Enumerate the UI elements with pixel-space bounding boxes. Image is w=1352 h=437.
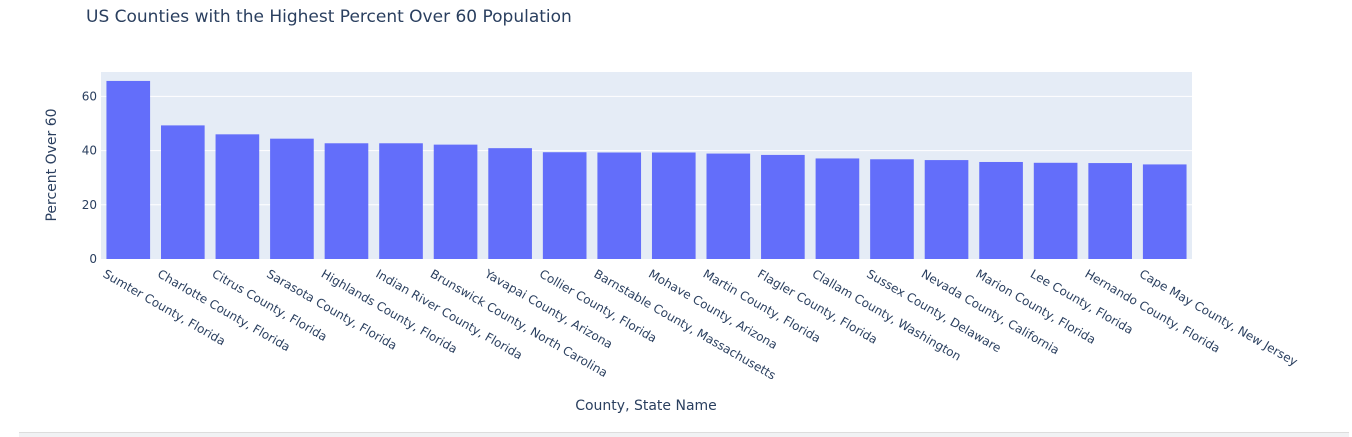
bars: [106, 80, 1187, 259]
bar[interactable]: [324, 143, 369, 259]
y-tick-label: 40: [82, 144, 97, 158]
bottom-strip: [19, 432, 1349, 437]
plot-area: [101, 72, 1192, 259]
bar[interactable]: [870, 159, 914, 259]
bar[interactable]: [597, 152, 642, 259]
y-tick-label: 0: [89, 252, 97, 266]
y-tick-label: 20: [82, 198, 97, 212]
bar[interactable]: [379, 143, 423, 259]
bar[interactable]: [1033, 162, 1078, 259]
x-axis-title: County, State Name: [575, 398, 717, 414]
bar[interactable]: [488, 148, 532, 259]
bar[interactable]: [815, 158, 860, 259]
bar[interactable]: [1088, 163, 1132, 259]
y-tick-label: 60: [82, 89, 97, 103]
bar[interactable]: [106, 80, 151, 259]
y-axis-title: Percent Over 60: [44, 108, 60, 221]
bar[interactable]: [1142, 164, 1187, 259]
bar[interactable]: [433, 144, 478, 259]
bar[interactable]: [542, 152, 587, 259]
bar[interactable]: [270, 138, 314, 259]
bar[interactable]: [651, 152, 696, 259]
chart-title: US Counties with the Highest Percent Ove…: [86, 7, 572, 27]
bar[interactable]: [924, 160, 969, 259]
bar[interactable]: [706, 153, 751, 259]
bar[interactable]: [979, 161, 1023, 259]
y-axis-ticks: 0 20 40 60: [82, 89, 97, 266]
bar[interactable]: [761, 154, 805, 259]
bar[interactable]: [161, 125, 205, 259]
bar[interactable]: [215, 134, 260, 259]
